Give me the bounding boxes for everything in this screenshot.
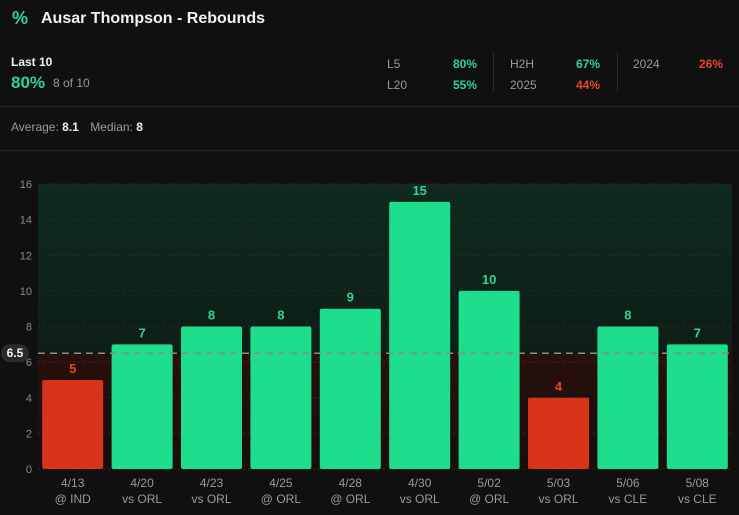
x-date-label: 4/13 [61,476,85,490]
x-opponent-label: vs ORL [191,492,231,506]
bar [389,201,451,469]
stat-value-l20: 55% [452,78,477,92]
median-label: Median: [90,120,133,134]
bar [666,344,728,469]
stat-value-h2h: 67% [575,57,600,71]
y-tick-label: 2 [26,428,32,440]
x-date-label: 5/03 [547,476,571,490]
bar-value-label: 8 [208,308,215,323]
y-tick-label: 8 [26,322,32,334]
y-tick-label: 10 [20,286,32,298]
y-tick-label: 4 [26,393,32,405]
stat-divider [493,52,494,92]
stat-label-l5: L5 [387,57,401,71]
x-opponent-label: vs CLE [609,492,648,506]
summary-pct: 80% [11,73,46,92]
stat-value-2024: 26% [698,57,723,71]
bar [597,326,659,469]
bar [111,344,173,469]
stat-value-l5: 80% [452,57,477,71]
bar [528,397,589,469]
average-label: Average: [11,120,59,134]
median-value: 8 [136,120,143,134]
bar-value-label: 5 [69,361,76,376]
stat-label-h2h: H2H [510,57,535,71]
bar [181,326,242,469]
bar [42,379,104,469]
x-opponent-label: vs ORL [122,492,162,506]
x-opponent-label: @ ORL [330,492,371,506]
x-date-label: 5/08 [686,476,710,490]
x-date-label: 5/02 [477,476,501,490]
x-opponent-label: @ IND [55,492,92,506]
x-opponent-label: @ ORL [261,492,302,506]
bar-value-label: 7 [138,325,145,340]
page-title: Ausar Thompson - Rebounds [41,10,265,27]
percent-icon: % [12,8,29,28]
y-tick-label: 16 [20,179,32,191]
y-tick-label: 6 [26,357,32,369]
stat-label-l20: L20 [387,78,408,92]
bar [250,326,312,469]
x-opponent-label: vs ORL [538,492,578,506]
x-date-label: 4/30 [408,476,432,490]
x-date-label: 4/23 [200,476,224,490]
x-opponent-label: vs ORL [400,492,440,506]
stat-divider [617,52,618,92]
bar-value-label: 10 [482,272,496,287]
average-value: 8.1 [62,120,79,134]
divider [0,106,739,107]
y-tick-label: 12 [20,250,32,262]
x-date-label: 4/28 [339,476,363,490]
line-badge [1,344,29,363]
rebounds-bar-chart: 0 2 4 6 8 10 12 14 16 5 7 8 8 9 15 10 4 8 7 4/13 @ IND 4/20… [1,179,732,506]
stat-label-2024: 2024 [633,57,660,71]
x-date-label: 4/25 [269,476,293,490]
x-date-label: 5/06 [616,476,640,490]
bar [319,308,381,469]
y-tick-label: 14 [20,215,32,227]
bar-value-label: 15 [412,183,426,198]
x-date-label: 4/20 [130,476,154,490]
summary-count: 8 of 10 [53,76,90,90]
y-tick-label: 0 [26,464,32,476]
summary-label: Last 10 [11,55,53,69]
bar-value-label: 8 [277,308,284,323]
bar-value-label: 7 [694,325,701,340]
stat-label-2025: 2025 [510,78,537,92]
bar-value-label: 4 [555,379,563,394]
x-opponent-label: @ ORL [469,492,510,506]
bar-value-label: 8 [624,308,631,323]
divider [0,150,739,151]
header: % Ausar Thompson - Rebounds [0,0,739,40]
bar [458,290,520,469]
averages: Average: 8.1 Median: 8 [11,120,151,134]
over-zone [38,184,732,354]
x-opponent-label: vs CLE [678,492,717,506]
stat-value-2025: 44% [575,78,600,92]
bar-value-label: 9 [347,290,354,305]
line-value-label: 6.5 [7,346,24,360]
